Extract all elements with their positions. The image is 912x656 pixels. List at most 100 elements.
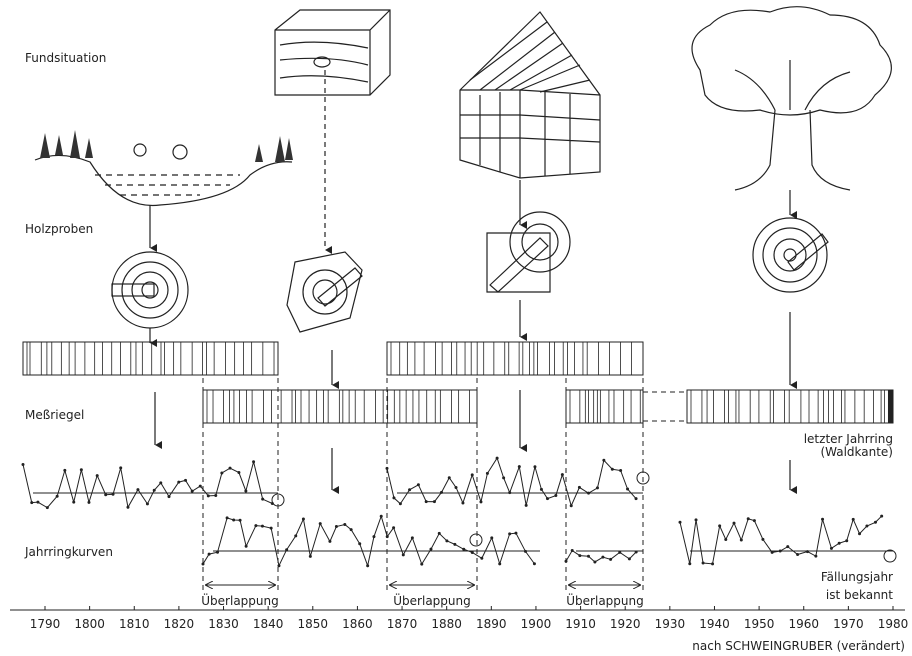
axis-tick-label: 1800 xyxy=(74,617,105,631)
curve-point xyxy=(372,535,375,538)
curve-point xyxy=(865,525,868,528)
marker-circle xyxy=(470,534,482,546)
soil-illustration xyxy=(275,10,390,95)
curve-point xyxy=(771,551,774,554)
curve-point xyxy=(471,473,474,476)
ring-curve xyxy=(23,462,272,508)
curve-point xyxy=(343,523,346,526)
curve-point xyxy=(498,562,501,565)
marker-circle xyxy=(884,550,896,562)
curve-point xyxy=(635,497,638,500)
axis-tick-label: 1970 xyxy=(833,617,864,631)
axis-tick-label: 1900 xyxy=(521,617,552,631)
curve-point xyxy=(254,524,257,527)
curve-point xyxy=(786,545,789,548)
axis-tick-label: 1850 xyxy=(298,617,329,631)
curve-point xyxy=(524,550,527,553)
curve-point xyxy=(417,483,420,486)
curve-point xyxy=(838,542,841,545)
curve-point xyxy=(858,532,861,535)
arrows xyxy=(150,70,790,490)
curve-point xyxy=(571,549,574,552)
curve-point xyxy=(518,465,521,468)
curve-point xyxy=(628,557,631,560)
curve-point xyxy=(718,524,721,527)
curve-point xyxy=(177,481,180,484)
curve-point xyxy=(22,463,25,466)
ring-curve xyxy=(203,516,534,565)
curve-point xyxy=(874,521,877,524)
curve-point xyxy=(619,469,622,472)
curve-point xyxy=(191,490,194,493)
curve-point xyxy=(565,560,568,563)
curve-point xyxy=(96,474,99,477)
axis-tick-label: 1790 xyxy=(30,617,61,631)
curve-point xyxy=(202,562,205,565)
curve-point xyxy=(380,515,383,518)
curve-point xyxy=(358,542,361,545)
curve-point xyxy=(471,551,474,554)
curve-point xyxy=(309,555,312,558)
curve-point xyxy=(245,545,248,548)
curve-point xyxy=(319,522,322,525)
curve-point xyxy=(411,536,414,539)
curve-point xyxy=(285,548,288,551)
curve-point xyxy=(226,516,229,519)
curve-point xyxy=(540,488,543,491)
curve-point xyxy=(207,494,210,497)
curve-point xyxy=(146,502,149,505)
curve-point xyxy=(578,486,581,489)
curve-point xyxy=(136,488,139,491)
axis-tick-label: 1910 xyxy=(565,617,596,631)
curve-point xyxy=(702,562,705,565)
curve-point xyxy=(36,501,39,504)
curve-point xyxy=(244,489,247,492)
curve-point xyxy=(496,457,499,460)
curve-point xyxy=(821,518,824,521)
curve-point xyxy=(402,553,405,556)
curve-point xyxy=(635,550,638,553)
ring-curve xyxy=(566,551,636,562)
curve-point xyxy=(596,486,599,489)
diagram: Fundsituation Holzproben Meßriegel Jahrr… xyxy=(0,0,912,656)
axis-tick-label: 1840 xyxy=(253,617,284,631)
overlap-label: Überlappung xyxy=(201,592,278,608)
curve-point xyxy=(252,460,255,463)
ring-curve xyxy=(680,516,882,564)
curve-point xyxy=(761,538,764,541)
curve-point xyxy=(46,506,49,509)
curve-point xyxy=(80,468,83,471)
curve-point xyxy=(814,555,817,558)
curve-point xyxy=(448,476,451,479)
curve-point xyxy=(302,518,305,521)
curve-point xyxy=(159,481,162,484)
curve-point xyxy=(480,557,483,560)
curve-point xyxy=(392,496,395,499)
measuring-bar xyxy=(687,390,893,423)
house-illustration xyxy=(460,12,600,178)
curve-point xyxy=(502,476,505,479)
annotation: ist bekannt xyxy=(826,588,893,602)
curve-point xyxy=(220,471,223,474)
curve-point xyxy=(229,467,232,470)
curve-point xyxy=(399,502,402,505)
curve-point xyxy=(237,471,240,474)
axis-tick-label: 1880 xyxy=(431,617,462,631)
curve-point xyxy=(461,501,464,504)
curve-point xyxy=(214,494,217,497)
curve-point xyxy=(440,491,443,494)
curve-point xyxy=(126,506,129,509)
row-label: Fundsituation xyxy=(25,51,106,65)
curve-point xyxy=(852,518,855,521)
curve-point xyxy=(533,465,536,468)
axis-tick-label: 1960 xyxy=(788,617,819,631)
curve-point xyxy=(753,519,756,522)
curve-point xyxy=(679,521,682,524)
bark-edge xyxy=(888,390,893,423)
row-label: Jahrringkurven xyxy=(24,545,113,559)
curve-point xyxy=(711,562,714,565)
row-label: Meßriegel xyxy=(25,408,84,422)
axis-tick-label: 1870 xyxy=(387,617,418,631)
curve-point xyxy=(570,504,573,507)
curve-point xyxy=(880,515,883,518)
